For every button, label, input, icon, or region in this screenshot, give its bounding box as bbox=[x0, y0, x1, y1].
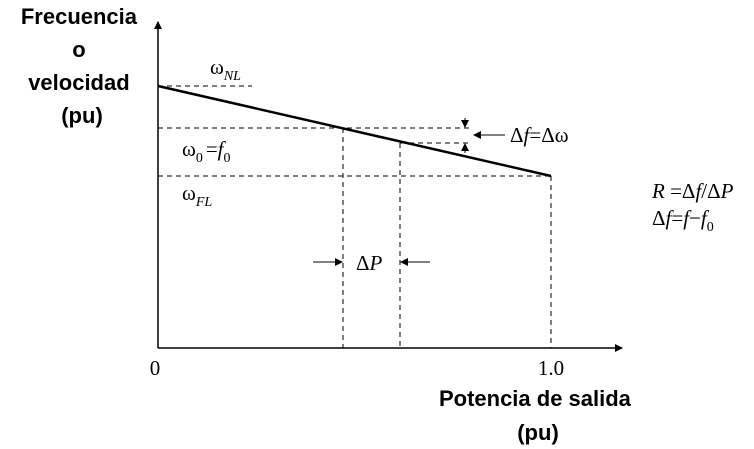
label-delta-p: ΔP bbox=[356, 251, 383, 275]
tick-one: 1.0 bbox=[538, 356, 564, 380]
tick-origin: 0 bbox=[150, 356, 161, 380]
label-omega-fl: ωFL bbox=[182, 181, 212, 210]
label-omega-zero: ω0 =f0 bbox=[182, 137, 231, 166]
x-axis-label: Potencia de salida (pu) bbox=[439, 386, 637, 445]
label-delta-f: Δf=Δω bbox=[510, 123, 569, 147]
formula-delta-f: Δf=f−f0 bbox=[652, 206, 714, 235]
formula-r: R =Δf/ΔP bbox=[651, 179, 734, 203]
droop-line bbox=[157, 84, 552, 178]
y-axis-label: Frecuencia o velocidad (pu) bbox=[21, 4, 143, 128]
label-omega-nl: ωNL bbox=[210, 55, 241, 84]
